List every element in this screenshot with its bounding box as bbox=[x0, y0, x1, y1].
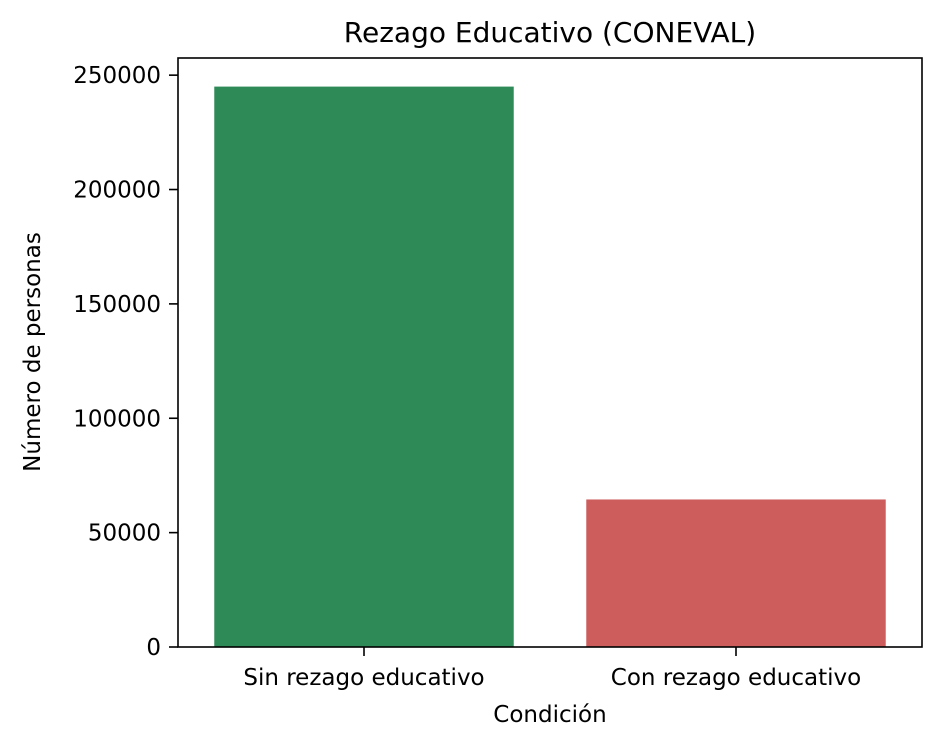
y-axis-label: Número de personas bbox=[20, 232, 46, 472]
plot-frame bbox=[177, 57, 923, 648]
y-tick-label-3: 150000 bbox=[73, 292, 161, 318]
bar-2 bbox=[586, 499, 886, 647]
x-axis-ticks: Sin rezago educativo Con rezago educativo bbox=[243, 647, 861, 691]
bar-group bbox=[214, 86, 886, 648]
y-tick-label-5: 250000 bbox=[73, 63, 161, 89]
y-tick-label-2: 100000 bbox=[73, 406, 161, 432]
y-tick-label-0: 0 bbox=[146, 635, 161, 661]
y-axis-ticks: 0 50000 100000 150000 200000 250000 bbox=[73, 63, 178, 661]
x-tick-label-2: Con rezago educativo bbox=[611, 665, 861, 691]
y-tick-label-1: 50000 bbox=[88, 521, 161, 547]
bar-1 bbox=[214, 86, 514, 648]
y-tick-label-4: 200000 bbox=[73, 178, 161, 204]
x-tick-label-1: Sin rezago educativo bbox=[243, 665, 484, 691]
chart-title: Rezago Educativo (CONEVAL) bbox=[344, 16, 756, 49]
x-axis-label: Condición bbox=[493, 702, 606, 728]
